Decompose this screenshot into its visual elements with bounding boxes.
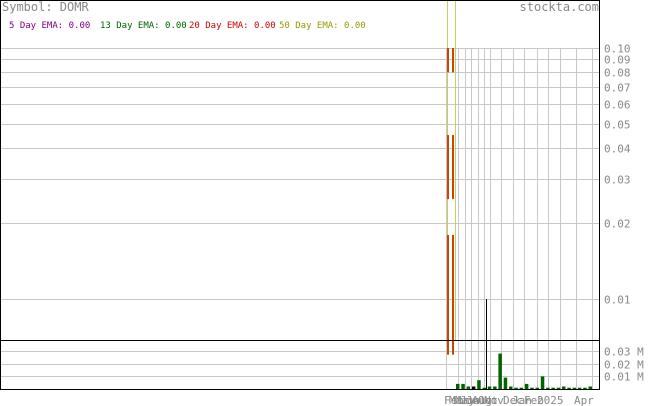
volume-bar xyxy=(461,383,465,389)
x-tick: Dec xyxy=(503,394,523,406)
price-y-tick: 0.08 xyxy=(604,67,631,80)
volume-bar xyxy=(530,387,534,389)
volume-bar xyxy=(567,387,571,389)
price-y-tick: 0.05 xyxy=(604,119,631,132)
price-panel-frame xyxy=(0,0,600,341)
volume-bar xyxy=(514,387,518,389)
site-label: stockta.com xyxy=(520,0,599,14)
volume-bar xyxy=(456,383,460,389)
price-y-tick: 0.07 xyxy=(604,82,631,95)
price-y-tick: 0.04 xyxy=(604,143,631,156)
volume-bar xyxy=(551,387,555,389)
x-tick: Nov xyxy=(484,394,504,406)
volume-bar xyxy=(546,387,550,389)
price-y-tick: 0.09 xyxy=(604,54,631,67)
volume-y-tick: 0.01 M xyxy=(604,371,644,384)
legend-5day-ema: 5 Day EMA: 0.00 xyxy=(9,21,90,31)
volume-bar xyxy=(540,376,545,389)
volume-bar xyxy=(477,380,481,389)
x-tick: Oct xyxy=(478,394,498,406)
x-tick: Aug xyxy=(472,394,492,406)
x-tick: Jun xyxy=(460,394,480,406)
volume-bar xyxy=(572,387,577,389)
volume-panel-frame xyxy=(0,340,600,390)
volume-bar xyxy=(535,387,539,389)
volume-bar xyxy=(487,386,492,389)
price-series xyxy=(447,0,487,355)
price-y-ticks: 0.100.090.08 0.07 0.06 0.05 0.04 0.03 0.02 0.01 xyxy=(604,43,631,307)
x-tick: May xyxy=(455,394,475,406)
price-gridlines xyxy=(0,48,600,340)
x-tick: 2025 xyxy=(537,394,564,406)
volume-bars xyxy=(456,341,592,389)
volume-bar xyxy=(509,386,513,389)
price-y-tick: 0.10 xyxy=(604,43,631,56)
volume-bar xyxy=(498,353,502,389)
volume-y-ticks: 0.03 M0.02 M0.01 M xyxy=(604,346,644,384)
x-tick: Jan xyxy=(512,394,532,406)
price-y-tick: 0.06 xyxy=(604,99,631,112)
volume-bar xyxy=(524,383,529,389)
volume-y-tick: 0.02 M xyxy=(604,359,644,372)
volume-bar xyxy=(519,387,524,389)
x-tick: Jul xyxy=(466,394,486,406)
volume-bar xyxy=(577,387,582,389)
volume-bar xyxy=(583,387,587,389)
volume-bar xyxy=(556,387,561,389)
volume-y-tick: 0.03 M xyxy=(604,346,644,359)
price-y-tick: 0.03 xyxy=(604,174,631,187)
legend-50day-ema: 50 Day EMA: 0.00 xyxy=(279,21,366,31)
volume-bar xyxy=(503,377,508,389)
volume-bar xyxy=(482,387,486,389)
x-tick: Mar xyxy=(449,394,469,406)
volume-bar xyxy=(562,386,566,389)
price-y-tick: 0.01 xyxy=(604,294,631,307)
x-tick: Feb xyxy=(444,394,464,406)
volume-gridlines xyxy=(0,341,600,389)
legend-13day-ema: 13 Day EMA: 0.00 xyxy=(100,21,187,31)
legend: 5 Day EMA: 0.00 13 Day EMA: 0.00 20 Day … xyxy=(9,21,366,31)
volume-bar xyxy=(588,386,592,389)
volume-bar xyxy=(466,386,471,389)
volume-bar xyxy=(493,386,497,389)
x-tick: Apr xyxy=(574,394,594,406)
x-tick: Feb xyxy=(524,394,544,406)
price-y-tick: 0.02 xyxy=(604,218,631,231)
symbol-label: Symbol: DOMR xyxy=(2,0,89,14)
legend-20day-ema: 20 Day EMA: 0.00 xyxy=(189,21,276,31)
volume-bar xyxy=(471,386,476,389)
